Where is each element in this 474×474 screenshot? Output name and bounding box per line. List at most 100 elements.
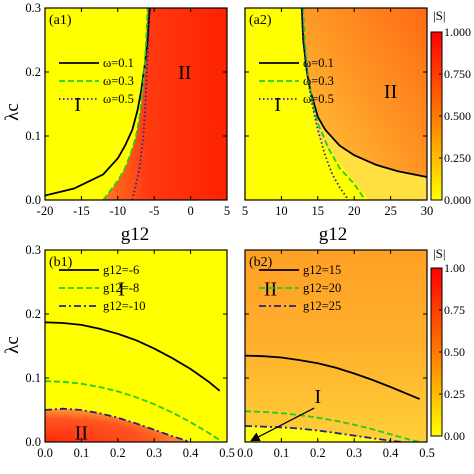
xlabel-a1: g12 xyxy=(121,224,150,245)
series-line-b2-1 xyxy=(245,354,421,400)
series-line-b1-3 xyxy=(45,407,191,442)
panel-label: (b1) xyxy=(49,255,73,270)
x-tick-label: 0.2 xyxy=(110,446,126,460)
x-tick-label: 0.1 xyxy=(74,446,90,460)
region-II-fill xyxy=(45,408,191,442)
x-tick-label: -20 xyxy=(37,204,54,218)
region-label: II xyxy=(264,278,277,300)
legend-label: ω=0.5 xyxy=(303,92,334,106)
ylabel-top: λc xyxy=(2,103,23,121)
x-tick-label: 0.2 xyxy=(310,446,326,460)
x-tick-label: 15 xyxy=(312,204,325,218)
colorbar-tick-label: 0.000 xyxy=(444,193,471,207)
x-tick-label: 0.4 xyxy=(183,446,199,460)
series-line-a2-2 xyxy=(302,8,366,200)
legend-label: g12=-8 xyxy=(103,281,139,295)
x-tick-label: 0.5 xyxy=(419,446,435,460)
legend-entry: g12=-8 xyxy=(59,281,139,295)
x-tick-label: 5 xyxy=(242,204,248,218)
legend-label: ω=0.3 xyxy=(103,74,134,88)
colorbar-tick-label: 1.00 xyxy=(444,261,465,275)
x-tick-label: 0 xyxy=(187,204,193,218)
x-tick-label: 0.3 xyxy=(346,446,362,460)
legend-label: g12=20 xyxy=(303,281,341,295)
x-tick-label: -15 xyxy=(73,204,90,218)
legend-entry: g12=-6 xyxy=(59,263,139,277)
legend-label: g12=-10 xyxy=(103,299,145,313)
region-label: I xyxy=(274,94,281,116)
y-tick-label: 0.0 xyxy=(25,193,41,207)
colorbar-tick-label: 0.00 xyxy=(444,429,465,443)
panel-label: (a2) xyxy=(249,13,272,28)
colorbar-tick-label: 0.500 xyxy=(444,109,471,123)
series-line-a1-1 xyxy=(45,8,151,197)
region-II-fill xyxy=(103,8,227,200)
legend-entry: ω=0.3 xyxy=(259,74,334,88)
y-tick-label: 0.3 xyxy=(25,243,41,257)
colorbar-tick-label: 0.25 xyxy=(444,387,465,401)
x-tick-label: 0.0 xyxy=(37,446,53,460)
panel-b1: 0.0 0.1 0.2 0.3 0.4 0.50.00.10.20.3(b1)IIIg12… xyxy=(25,243,234,460)
x-tick-label: 5 xyxy=(224,204,230,218)
x-tick-label: 0.3 xyxy=(146,446,162,460)
region-label: I xyxy=(74,94,81,116)
legend-entry: g12=25 xyxy=(259,299,341,313)
region-label: I xyxy=(118,278,125,300)
y-tick-label: 0.0 xyxy=(25,435,41,449)
legend-entry: ω=0.5 xyxy=(259,92,334,106)
colorbar-bottom: |S|1.00 0.75 0.50 0.25 0.00 xyxy=(430,246,465,443)
plot-frame xyxy=(244,249,428,443)
legend-entry: ω=0.3 xyxy=(59,74,134,88)
plot-frame xyxy=(244,7,428,201)
region-II-fill xyxy=(245,250,427,442)
region-I-fill-small xyxy=(245,426,402,442)
ylabel-bottom: λc xyxy=(2,336,23,354)
x-tick-label: 0.0 xyxy=(237,446,253,460)
colorbar-tick-label: 0.750 xyxy=(444,67,471,81)
legend-label: ω=0.1 xyxy=(303,56,334,70)
series-line-a1-2 xyxy=(102,8,149,200)
y-tick-label: 0.2 xyxy=(25,307,41,321)
panel-b2: 0.0 0.1 0.2 0.3 0.4 0.5(b2)IIIg12=15g12=20g12… xyxy=(237,249,435,460)
colorbar-title: |S| xyxy=(433,8,445,23)
region-label: II xyxy=(178,62,191,84)
x-tick-label: -5 xyxy=(149,204,159,218)
legend-entry: g12=-10 xyxy=(59,299,145,313)
panel-a1: -20 -15 -10 -5 0 50.00.10.20.3(a1)IIIω=0.1ω=0… xyxy=(25,1,230,218)
legend-label: ω=0.3 xyxy=(303,74,334,88)
colorbar-tick-label: 0.250 xyxy=(444,151,471,165)
legend-label: ω=0.5 xyxy=(103,92,134,106)
region-label: I xyxy=(314,386,321,408)
colorbar-top: |S| 1.000 0.750 0.500 0.250 0.000 xyxy=(430,8,471,207)
series-line-a2-1 xyxy=(300,8,427,178)
xlabel-a2: g12 xyxy=(319,224,348,245)
legend-entry: ω=0.5 xyxy=(59,92,134,106)
colorbar-title: |S| xyxy=(433,246,445,261)
panel-label: (b2) xyxy=(249,255,273,270)
legend-label: ω=0.1 xyxy=(103,56,134,70)
legend-entry: ω=0.1 xyxy=(259,56,334,70)
series-line-b1-1 xyxy=(45,321,221,392)
y-tick-label: 0.3 xyxy=(25,1,41,15)
legend-label: g12=-6 xyxy=(103,263,139,277)
panel-label: (a1) xyxy=(49,13,72,28)
series-line-b2-3 xyxy=(245,425,402,442)
y-tick-label: 0.1 xyxy=(25,371,41,385)
legend-entry: g12=15 xyxy=(259,263,341,277)
series-line-b1-2 xyxy=(45,380,221,441)
y-axis-label-bottom: λc xyxy=(2,336,23,354)
plot-frame xyxy=(44,7,228,201)
annotation-arrow xyxy=(250,407,315,442)
colorbar-tick-label: 0.75 xyxy=(444,303,465,317)
x-tick-label: 20 xyxy=(348,204,361,218)
x-tick-label: 10 xyxy=(275,204,288,218)
y-axis-label-top: λc xyxy=(2,103,23,121)
legend-label: g12=15 xyxy=(303,263,341,277)
legend-entry: g12=20 xyxy=(259,281,341,295)
series-line-b2-2 xyxy=(245,410,420,442)
y-tick-label: 0.2 xyxy=(25,65,41,79)
x-tick-label: 30 xyxy=(421,204,434,218)
colorbar-tick-label: 0.50 xyxy=(444,345,465,359)
